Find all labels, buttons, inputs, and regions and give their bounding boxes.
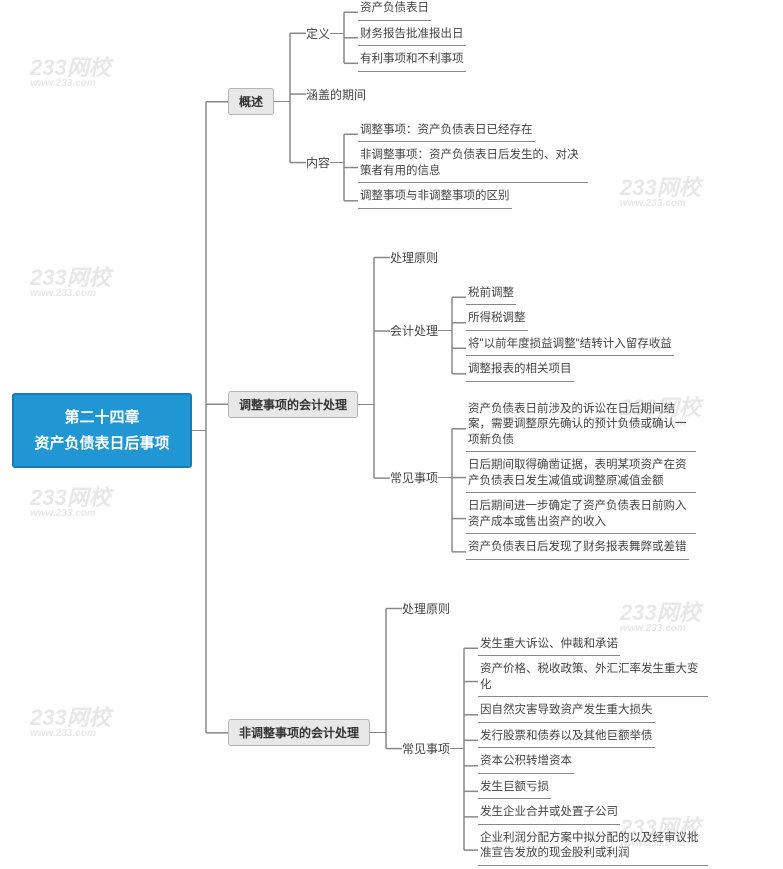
group-label: 常见事项 [402,740,450,757]
leaf-row: 日后期间进一步确定了资产负债表日前购入资产成本或售出资产的收入 [466,496,696,534]
leaf-row: 日后期间取得确凿证据，表明某项资产在资产负债表日发生减值或调整原减值金额 [466,455,696,493]
connector [274,101,290,102]
leaf-row: 发生重大诉讼、仲裁和承诺 [478,634,708,657]
group-row: 会计处理税前调整所得税调整将"以前年度损益调整"结转计入留存收益调整报表的相关项… [390,280,696,382]
leaf-node: 日后期间取得确凿证据，表明某项资产在资产负债表日发生减值或调整原减值金额 [466,455,696,493]
leaf-row: 调整事项与非调整事项的区别 [358,186,588,209]
connector [358,404,374,405]
section-row: 非调整事项的会计处理处理原则常见事项发生重大诉讼、仲裁和承诺资产价格、税收政策、… [228,600,708,866]
section-node: 非调整事项的会计处理 [228,719,370,746]
group-label: 会计处理 [390,322,438,339]
group-row: 定义资产负债表日财务报告批准报出日有利事项和不利事项 [306,0,588,72]
leaf-row: 因自然灾害导致资产发生重大损失 [478,700,708,723]
leaf-node: 日后期间进一步确定了资产负债表日前购入资产成本或售出资产的收入 [466,496,696,534]
leaf-row: 有利事项和不利事项 [358,49,466,72]
leaf-row: 资本公积转增资本 [478,751,708,774]
leaf-row: 资产负债表日前涉及的诉讼在日后期间结案，需要调整原先确认的预计负债或确认一项新负… [466,399,696,453]
leaf-node: 将"以前年度损益调整"结转计入留存收益 [466,334,674,357]
root-node: 第二十四章 资产负债表日后事项 [12,393,192,468]
leaf-node: 税前调整 [466,283,516,306]
leaf-node: 所得税调整 [466,308,528,331]
leaf-row: 财务报告批准报出日 [358,24,466,47]
leaf-row: 企业利润分配方案中拟分配的以及经审议批准宣告发放的现金股利或利润 [478,828,708,866]
fork: 处理原则会计处理税前调整所得税调整将"以前年度损益调整"结转计入留存收益调整报表… [358,249,696,560]
leaf-node: 资本公积转增资本 [478,751,574,774]
leaf-row: 非调整事项：资产负债表日后发生的、对决策者有用的信息 [358,145,588,183]
leaf-node: 资产价格、税收政策、外汇汇率发生重大变化 [478,659,708,697]
group-label: 处理原则 [390,249,438,266]
group-label: 定义 [306,25,330,42]
group-label: 处理原则 [402,600,450,617]
leaf-node: 有利事项和不利事项 [358,49,466,72]
connector [192,430,206,431]
leaf-row: 资产负债表日 [358,0,466,21]
connector [438,477,452,478]
connector [370,732,386,733]
fork: 资产负债表日财务报告批准报出日有利事项和不利事项 [330,0,466,72]
mindmap-tree: 第二十四章 资产负债表日后事项 概述定义资产负债表日财务报告批准报出日有利事项和… [0,0,783,861]
section-node: 调整事项的会计处理 [228,391,358,418]
section-node: 概述 [228,88,274,115]
group-row: 处理原则 [390,249,696,266]
section-row: 概述定义资产负债表日财务报告批准报出日有利事项和不利事项涵盖的期间内容调整事项：… [228,0,708,209]
group-label: 涵盖的期间 [306,86,366,103]
leaf-node: 调整事项：资产负债表日已经存在 [358,120,535,143]
group-row: 处理原则 [402,600,708,617]
group-label: 内容 [306,154,330,171]
leaf-node: 资产负债表日前涉及的诉讼在日后期间结案，需要调整原先确认的预计负债或确认一项新负… [466,399,696,453]
leaf-node: 非调整事项：资产负债表日后发生的、对决策者有用的信息 [358,145,588,183]
leaf-node: 发生企业合并或处置子公司 [478,802,620,825]
leaf-node: 发行股票和债券以及其他巨额举债 [478,726,655,749]
connector [330,33,344,34]
fork: 处理原则常见事项发生重大诉讼、仲裁和承诺资产价格、税收政策、外汇汇率发生重大变化… [370,600,708,866]
group-label: 常见事项 [390,469,438,486]
leaf-row: 税前调整 [466,283,674,306]
fork: 调整事项：资产负债表日已经存在非调整事项：资产负债表日后发生的、对决策者有用的信… [330,117,588,209]
leaf-node: 资产负债表日 [358,0,431,21]
fork: 税前调整所得税调整将"以前年度损益调整"结转计入留存收益调整报表的相关项目 [438,280,674,382]
leaf-row: 发行股票和债券以及其他巨额举债 [478,726,708,749]
fork: 发生重大诉讼、仲裁和承诺资产价格、税收政策、外汇汇率发生重大变化因自然灾害导致资… [450,631,708,866]
leaf-node: 资产负债表日后发现了财务报表舞弊或差错 [466,537,689,560]
leaf-node: 企业利润分配方案中拟分配的以及经审议批准宣告发放的现金股利或利润 [478,828,708,866]
leaf-row: 资产价格、税收政策、外汇汇率发生重大变化 [478,659,708,697]
leaf-node: 发生巨额亏损 [478,777,551,800]
group-row: 涵盖的期间 [306,86,588,103]
leaf-row: 调整报表的相关项目 [466,359,674,382]
leaf-node: 调整报表的相关项目 [466,359,574,382]
leaf-node: 发生重大诉讼、仲裁和承诺 [478,634,620,657]
fork: 资产负债表日前涉及的诉讼在日后期间结案，需要调整原先确认的预计负债或确认一项新负… [438,396,696,560]
root-line2: 资产负债表日后事项 [28,431,176,457]
section-row: 调整事项的会计处理处理原则会计处理税前调整所得税调整将"以前年度损益调整"结转计… [228,249,708,560]
group-row: 常见事项 资产负债表日前涉及的诉讼在日后期间结案，需要调整原先确认的预计负债或确认… [390,396,696,560]
leaf-row: 所得税调整 [466,308,674,331]
fork: 概述定义资产负债表日财务报告批准报出日有利事项和不利事项涵盖的期间内容调整事项：… [206,0,708,866]
connector [438,330,452,331]
group-row: 常见事项发生重大诉讼、仲裁和承诺资产价格、税收政策、外汇汇率发生重大变化因自然灾… [402,631,708,866]
leaf-node: 财务报告批准报出日 [358,24,466,47]
leaf-row: 发生企业合并或处置子公司 [478,802,708,825]
leaf-row: 将"以前年度损益调整"结转计入留存收益 [466,334,674,357]
level1-children: 概述定义资产负债表日财务报告批准报出日有利事项和不利事项涵盖的期间内容调整事项：… [206,0,708,866]
root-line1: 第二十四章 [28,405,176,431]
fork: 定义资产负债表日财务报告批准报出日有利事项和不利事项涵盖的期间内容调整事项：资产… [274,0,588,209]
leaf-row: 发生巨额亏损 [478,777,708,800]
leaf-node: 调整事项与非调整事项的区别 [358,186,512,209]
leaf-row: 资产负债表日后发现了财务报表舞弊或差错 [466,537,696,560]
leaf-row: 调整事项：资产负债表日已经存在 [358,120,588,143]
connector [330,162,344,163]
connector [450,748,464,749]
group-row: 内容调整事项：资产负债表日已经存在非调整事项：资产负债表日后发生的、对决策者有用… [306,117,588,209]
leaf-node: 因自然灾害导致资产发生重大损失 [478,700,655,723]
